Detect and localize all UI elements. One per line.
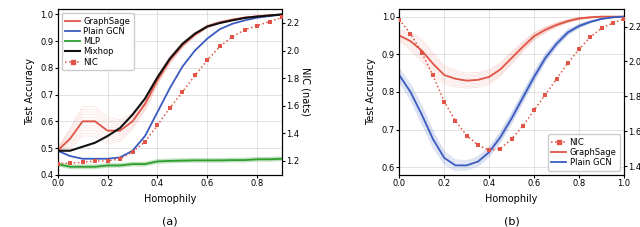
- X-axis label: Homophily: Homophily: [144, 193, 196, 204]
- Y-axis label: NIC (nats): NIC (nats): [301, 67, 311, 116]
- Title: (a): (a): [162, 217, 178, 227]
- Legend: GraphSage, Plain GCN, MLP, Mixhop, NIC: GraphSage, Plain GCN, MLP, Mixhop, NIC: [62, 13, 134, 70]
- Legend: NIC, GraphSage, Plain GCN: NIC, GraphSage, Plain GCN: [548, 134, 620, 171]
- X-axis label: Homophily: Homophily: [485, 193, 538, 204]
- Y-axis label: Test Accuracy: Test Accuracy: [366, 58, 376, 126]
- Y-axis label: Test Accuracy: Test Accuracy: [24, 58, 35, 126]
- Title: (b): (b): [504, 217, 520, 227]
